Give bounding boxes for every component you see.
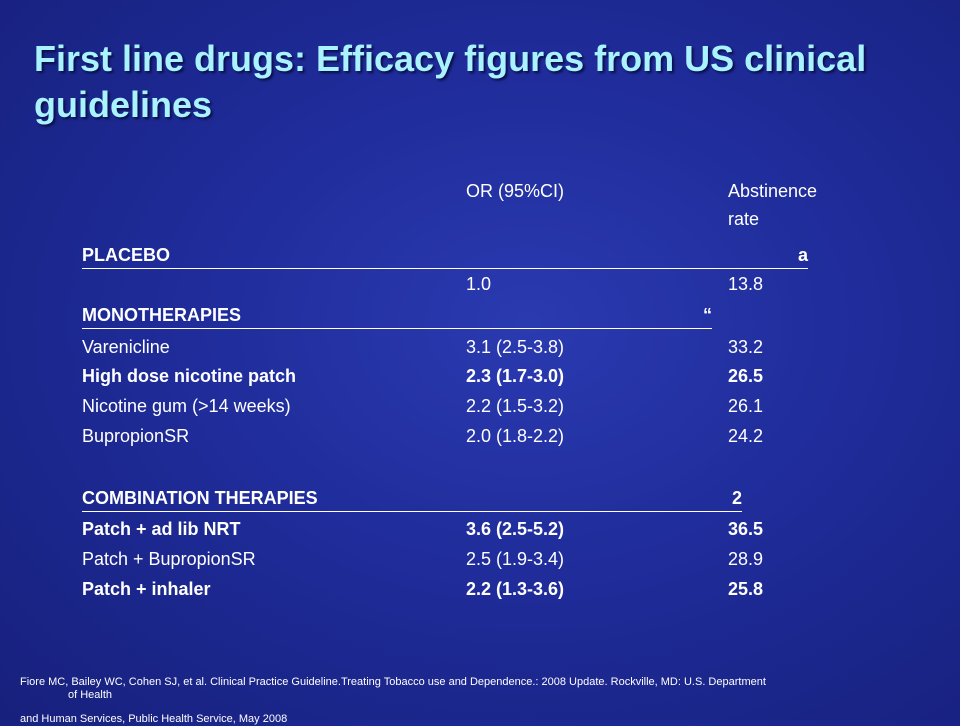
- table-header-row: OR (95%CI) Abstinence: [82, 178, 842, 204]
- cell-rate: 26.1: [728, 396, 764, 416]
- cell-rate: 25.8: [728, 579, 764, 599]
- cell-rate: 24.2: [728, 426, 764, 446]
- table-row: Varenicline 3.1 (2.5-3.8) 33.2: [82, 334, 842, 360]
- cell-or: 2.0 (1.8-2.2): [466, 426, 565, 446]
- section-monotherapies: MONOTHERAPIES “: [82, 302, 712, 329]
- table-row: Patch + BupropionSR 2.5 (1.9-3.4) 28.9: [82, 546, 842, 572]
- footnote-mark: a: [797, 245, 808, 265]
- section-label: PLACEBO: [82, 245, 171, 265]
- table-row: Nicotine gum (>14 weeks) 2.2 (1.5-3.2) 2…: [82, 393, 842, 419]
- cell-or: 2.5 (1.9-3.4): [466, 549, 565, 569]
- reference-line-1: Fiore MC, Bailey WC, Cohen SJ, et al. Cl…: [20, 676, 766, 688]
- slide-title: First line drugs: Efficacy figures from …: [34, 38, 867, 125]
- table-row: Patch + inhaler 2.2 (1.3-3.6) 25.8: [82, 576, 842, 602]
- section-label: COMBINATION THERAPIES: [82, 488, 318, 508]
- header-abstinence: Abstinence: [728, 181, 818, 201]
- cell-rate: 33.2: [728, 337, 764, 357]
- section-combination-therapies: COMBINATION THERAPIES 2: [82, 485, 742, 512]
- cell-name: Patch + inhaler: [82, 579, 211, 599]
- cell-or: 2.3 (1.7-3.0): [466, 366, 565, 386]
- cell-name: Patch + BupropionSR: [82, 549, 256, 569]
- table-header-row-2: rate: [82, 206, 842, 232]
- cell-name: Patch + ad lib NRT: [82, 519, 241, 539]
- header-rate: rate: [728, 209, 760, 229]
- cell-or: 2.2 (1.3-3.6): [466, 579, 565, 599]
- table-row-placebo: 1.0 13.8: [82, 271, 842, 297]
- section-label: MONOTHERAPIES: [82, 305, 242, 325]
- table-row: BupropionSR 2.0 (1.8-2.2) 24.2: [82, 423, 842, 449]
- cell-name: BupropionSR: [82, 426, 190, 446]
- header-or: OR (95%CI): [466, 181, 565, 201]
- cell-or: 3.1 (2.5-3.8): [466, 337, 565, 357]
- cell-or: 2.2 (1.5-3.2): [466, 396, 565, 416]
- table-row: Patch + ad lib NRT 3.6 (2.5-5.2) 36.5: [82, 516, 842, 542]
- footnote-mark: 2: [731, 488, 742, 508]
- cell-name: Nicotine gum (>14 weeks): [82, 396, 291, 416]
- table-row: High dose nicotine patch 2.3 (1.7-3.0) 2…: [82, 363, 842, 389]
- cell-name: Varenicline: [82, 337, 170, 357]
- section-placebo: PLACEBO a: [82, 242, 808, 269]
- cell-rate: 36.5: [728, 519, 764, 539]
- cell-name: High dose nicotine patch: [82, 366, 297, 386]
- cell-rate: 13.8: [728, 274, 764, 294]
- cell-or: 3.6 (2.5-5.2): [466, 519, 565, 539]
- reference-line-2: of Health: [68, 689, 113, 701]
- footnote-mark: “: [703, 305, 712, 325]
- reference-footnote: Fiore MC, Bailey WC, Cohen SJ, et al. Cl…: [20, 676, 850, 726]
- cell-or: 1.0: [466, 274, 492, 294]
- cell-rate: 28.9: [728, 549, 764, 569]
- cell-rate: 26.5: [728, 366, 764, 386]
